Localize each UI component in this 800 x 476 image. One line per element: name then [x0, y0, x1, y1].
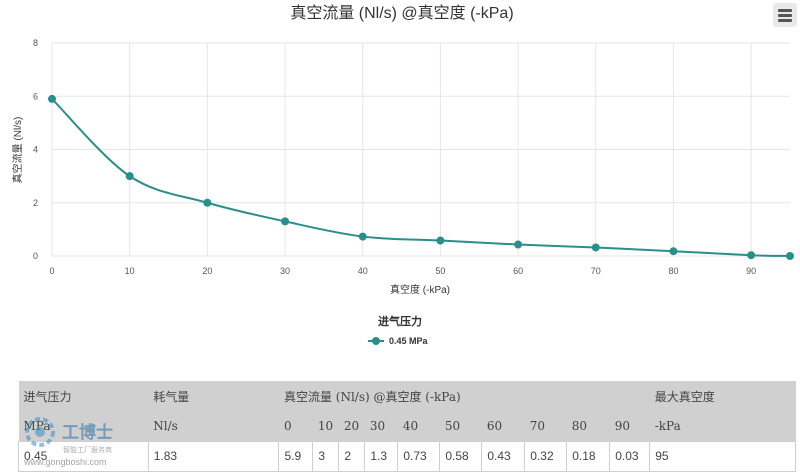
x-tick-label: 40	[358, 266, 368, 276]
y-tick-label: 8	[33, 38, 38, 48]
cell-flow-50: 0.58	[439, 440, 483, 472]
unit-kpa-60: 60	[486, 418, 503, 433]
x-tick-label: 80	[668, 266, 678, 276]
data-point[interactable]	[514, 240, 523, 249]
unit-kpa-70: 70	[529, 418, 546, 433]
unit-kpa-0: 0	[283, 418, 292, 433]
y-axis-title: 真空流量 (Nl/s)	[11, 117, 24, 184]
menu-bar-icon	[778, 14, 792, 17]
unit-kpa-80: 80	[571, 418, 588, 433]
legend-dot-marker	[372, 337, 380, 345]
line-chart: 真空流量 (Nl/s) @真空度 (-kPa) 0 10 20 30 40 50 60 70 8…	[11, 4, 794, 346]
header-vacuum-flow: 真空流量 (Nl/s) @真空度 (-kPa)	[283, 389, 461, 404]
legend-label[interactable]: 0.45 MPa	[389, 336, 429, 346]
x-axis-title: 真空度 (-kPa)	[390, 283, 450, 296]
header-row-1: 进气压力 耗气量 真空流量 (Nl/s) @真空度 (-kPa) 最大真空度	[18, 381, 796, 411]
y-tick-label: 2	[33, 198, 38, 208]
x-tick-label: 0	[49, 266, 54, 276]
header-air-consumption: 耗气量	[153, 389, 190, 404]
header-max-vacuum: 最大真空度	[654, 389, 715, 404]
legend[interactable]: 进气压力 0.45 MPa	[368, 314, 429, 346]
cell-flow-70: 0.32	[524, 440, 568, 472]
cell-max-vacuum: 95	[649, 440, 796, 472]
data-point[interactable]	[436, 236, 445, 245]
watermark-brand: 工博士	[62, 422, 113, 443]
unit-kpa-30: 30	[369, 418, 386, 433]
unit-kpa-90: 90	[614, 418, 630, 433]
x-tick-label: 30	[280, 266, 290, 276]
cell-flow-10: 3	[312, 440, 340, 472]
header-row-2: MPa Nl/s 0 10 20 30 40 50 60 70 80 90 -k…	[18, 411, 796, 441]
data-point[interactable]	[203, 198, 212, 207]
x-tick-label: 70	[591, 266, 601, 276]
cell-flow-30: 1.3	[364, 440, 399, 472]
data-point[interactable]	[358, 232, 367, 241]
cell-flow-80: 0.18	[566, 440, 611, 472]
data-point[interactable]	[747, 251, 756, 260]
x-tick-label: 90	[746, 266, 756, 276]
watermark-slogan: 智能工厂服务商	[63, 445, 112, 454]
spec-table: 进气压力 耗气量 真空流量 (Nl/s) @真空度 (-kPa) 最大真空度 M…	[18, 381, 796, 472]
unit-kpa-50: 50	[444, 418, 461, 433]
spec-table-container: 进气压力 耗气量 真空流量 (Nl/s) @真空度 (-kPa) 最大真空度 M…	[18, 381, 796, 472]
chart-title: 真空流量 (Nl/s) @真空度 (-kPa)	[290, 4, 513, 22]
y-tick-labels: 0 2 4 6 8	[33, 38, 38, 261]
y-tick-label: 6	[33, 91, 38, 101]
watermark-url: www.gongboshi.com	[23, 457, 107, 467]
watermark-logo: 工博士 智能工厂服务商 www.gongboshi.com	[23, 417, 113, 467]
menu-bar-icon	[778, 19, 792, 22]
x-tick-labels: 0 10 20 30 40 50 60 70 80 90	[49, 266, 756, 276]
data-point[interactable]	[48, 94, 56, 103]
y-tick-label: 4	[33, 145, 38, 155]
x-tick-label: 10	[125, 266, 135, 276]
x-tick-label: 50	[435, 266, 445, 276]
unit-kpa-10: 10	[317, 418, 334, 433]
gear-icon	[25, 417, 55, 447]
legend-title: 进气压力	[378, 314, 422, 328]
table-header: 进气压力 耗气量 真空流量 (Nl/s) @真空度 (-kPa) 最大真空度 M…	[18, 381, 796, 441]
header-inlet-pressure: 进气压力	[23, 389, 72, 404]
x-tick-label: 20	[202, 266, 212, 276]
gear-hub-icon	[35, 427, 45, 437]
data-point[interactable]	[786, 252, 794, 260]
x-tick-label: 60	[513, 266, 523, 276]
unit-nls: Nl/s	[153, 418, 178, 433]
unit-kpa-20: 20	[343, 418, 360, 433]
data-point[interactable]	[669, 247, 678, 256]
cell-flow-0: 5.9	[278, 440, 314, 472]
series-group	[48, 94, 794, 260]
unit-kpa-40: 40	[402, 418, 419, 433]
data-point[interactable]	[591, 243, 600, 252]
cell-flow-60: 0.43	[481, 440, 526, 472]
cell-flow-20: 2	[338, 440, 366, 472]
cell-air-consumption: 1.83	[147, 440, 280, 472]
menu-bar-icon	[778, 9, 792, 12]
data-point[interactable]	[125, 172, 134, 181]
series-line	[51, 98, 791, 257]
grid-lines	[51, 42, 790, 257]
cell-flow-40: 0.73	[397, 440, 441, 472]
data-point[interactable]	[281, 217, 290, 226]
cell-flow-90: 0.03	[609, 440, 651, 472]
hamburger-menu-icon[interactable]	[773, 3, 797, 27]
unit-max-kpa: -kPa	[654, 418, 681, 433]
y-tick-label: 0	[33, 251, 38, 261]
